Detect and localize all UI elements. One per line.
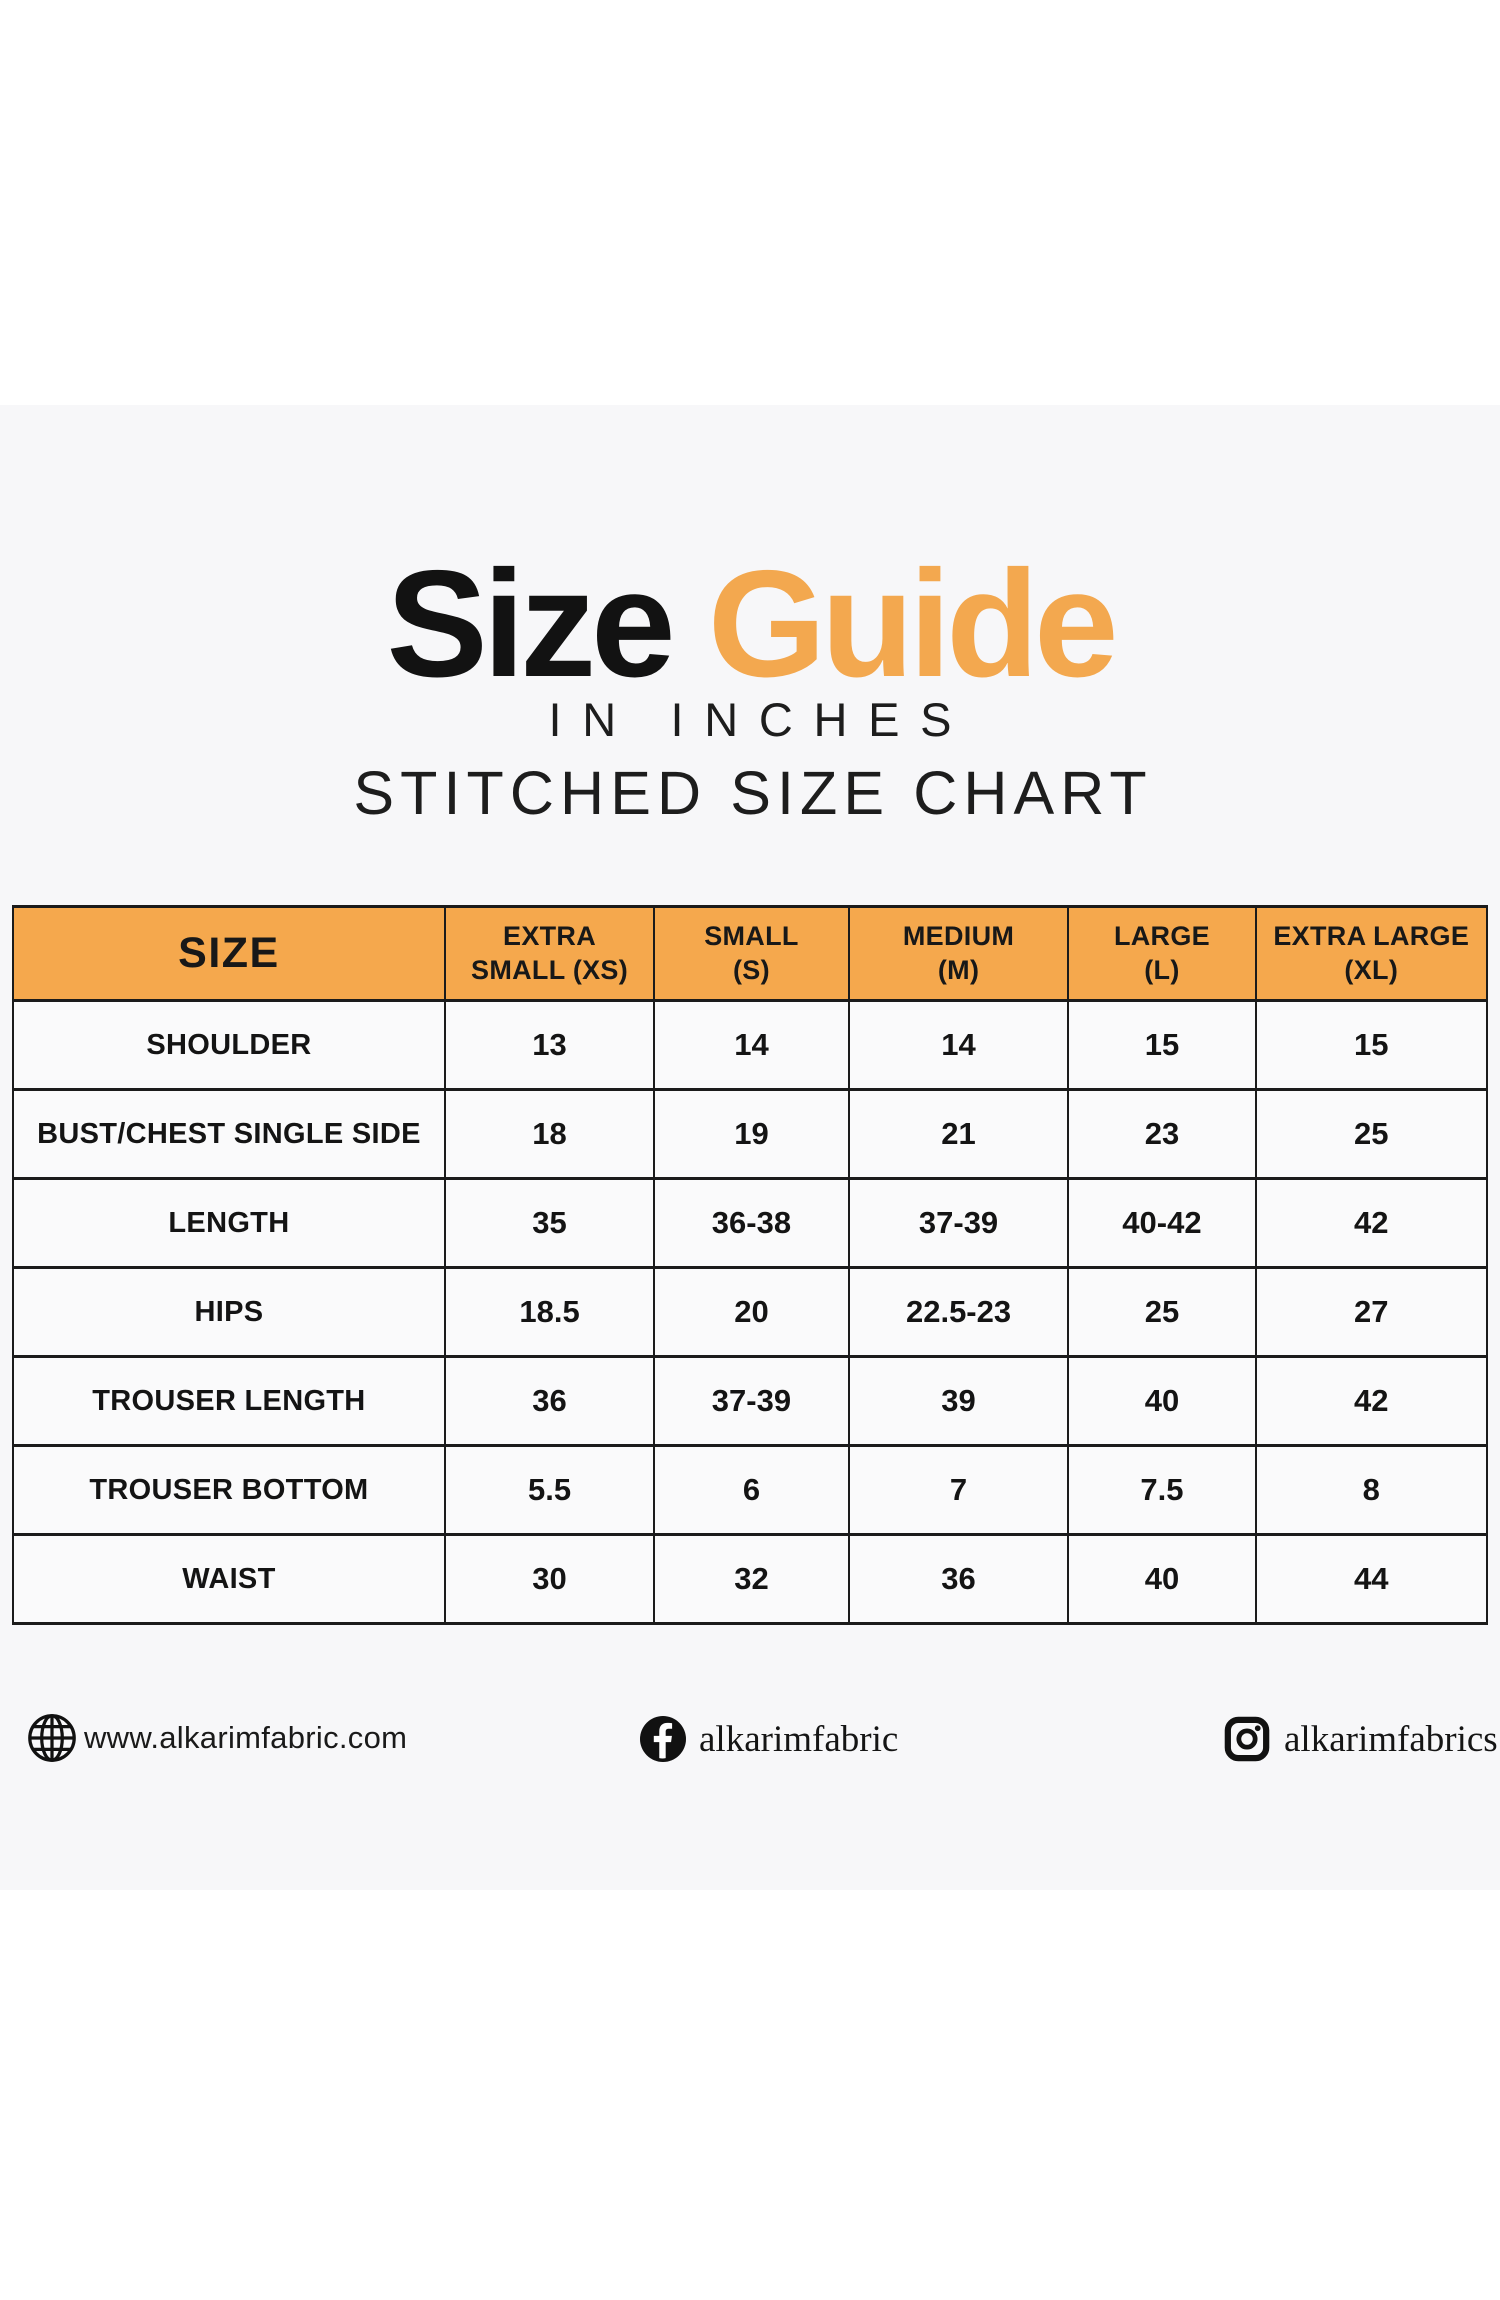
col-header-size: SIZE [12,905,446,1002]
table-row-trouser-bottom: TROUSER BOTTOM 5.5 6 7 7.5 8 [12,1444,1489,1536]
website-url: www.alkarimfabric.com [84,1720,408,1755]
table-row-waist: WAIST 30 32 36 40 44 [12,1533,1489,1625]
cell-shoulder-s: 14 [653,999,850,1091]
cell-bust-xl: 25 [1254,1088,1489,1180]
cell-bust-l: 23 [1067,1088,1257,1180]
cell-bust-m: 21 [847,1088,1070,1180]
cell-bust-xs: 18 [443,1088,656,1180]
size-chart-table: SIZE EXTRA SMALL (XS) SMALL (S) MEDIUM (… [12,905,1489,1625]
cell-trouser-length-l: 40 [1067,1355,1257,1447]
cell-trouser-length-xs: 36 [443,1355,656,1447]
cell-waist-m: 36 [847,1533,1070,1625]
cell-trouser-length-xl: 42 [1254,1355,1489,1447]
table-row-shoulder: SHOULDER 13 14 14 15 15 [12,999,1489,1091]
row-label: WAIST [12,1533,446,1625]
col-header-extra-small: EXTRA SMALL (XS) [443,905,656,1002]
page-title: Size Guide [0,548,1500,700]
globe-icon [26,1712,78,1764]
page-title-word-black: Size [386,539,675,709]
subtitle-stitched-size-chart: STITCHED SIZE CHART [353,759,1153,827]
cell-shoulder-xl: 15 [1254,999,1489,1091]
row-label: SHOULDER [12,999,446,1091]
cell-length-s: 36-38 [653,1177,850,1269]
col-header-large: LARGE (L) [1067,905,1257,1002]
cell-trouser-length-s: 37-39 [653,1355,850,1447]
footer-instagram: alkarimfabrics [1224,1716,1498,1762]
cell-hips-m: 22.5-23 [847,1266,1070,1358]
cell-trouser-bottom-l: 7.5 [1067,1444,1257,1536]
table-row-hips: HIPS 18.5 20 22.5-23 25 27 [12,1266,1489,1358]
facebook-icon [640,1716,686,1762]
footer-website: www.alkarimfabric.com [26,1712,407,1764]
cell-bust-s: 19 [653,1088,850,1180]
row-label: BUST/CHEST SINGLE SIDE [12,1088,446,1180]
cell-length-xs: 35 [443,1177,656,1269]
cell-length-xl: 42 [1254,1177,1489,1269]
cell-hips-l: 25 [1067,1266,1257,1358]
facebook-handle: alkarimfabric [699,1718,899,1760]
row-label: TROUSER BOTTOM [12,1444,446,1536]
cell-waist-s: 32 [653,1533,850,1625]
cell-trouser-length-m: 39 [847,1355,1070,1447]
cell-hips-xl: 27 [1254,1266,1489,1358]
cell-trouser-bottom-xs: 5.5 [443,1444,656,1536]
cell-trouser-bottom-m: 7 [847,1444,1070,1536]
table-row-length: LENGTH 35 36-38 37-39 40-42 42 [12,1177,1489,1269]
table-header-row: SIZE EXTRA SMALL (XS) SMALL (S) MEDIUM (… [12,905,1489,1002]
col-header-extra-large: EXTRA LARGE (XL) [1254,905,1489,1002]
instagram-handle: alkarimfabrics [1284,1718,1498,1760]
row-label: LENGTH [12,1177,446,1269]
cell-waist-xl: 44 [1254,1533,1489,1625]
col-header-small: SMALL (S) [653,905,850,1002]
cell-hips-s: 20 [653,1266,850,1358]
cell-trouser-bottom-xl: 8 [1254,1444,1489,1536]
page-title-word-orange: Guide [707,539,1119,709]
cell-waist-xs: 30 [443,1533,656,1625]
cell-shoulder-xs: 13 [443,999,656,1091]
cell-length-m: 37-39 [847,1177,1070,1269]
cell-length-l: 40-42 [1067,1177,1257,1269]
title-block: Size Guide [0,548,1500,700]
table-row-bust-chest: BUST/CHEST SINGLE SIDE 18 19 21 23 25 [12,1088,1489,1180]
cell-trouser-bottom-s: 6 [653,1444,850,1536]
table-row-trouser-length: TROUSER LENGTH 36 37-39 39 40 42 [12,1355,1489,1447]
row-label: TROUSER LENGTH [12,1355,446,1447]
row-label: HIPS [12,1266,446,1358]
instagram-icon [1224,1716,1270,1762]
cell-shoulder-l: 15 [1067,999,1257,1091]
subtitle-in-inches: IN INCHES [548,693,973,746]
col-header-medium: MEDIUM (M) [847,905,1070,1002]
footer-facebook: alkarimfabric [640,1716,898,1762]
cell-hips-xs: 18.5 [443,1266,656,1358]
cell-shoulder-m: 14 [847,999,1070,1091]
cell-waist-l: 40 [1067,1533,1257,1625]
